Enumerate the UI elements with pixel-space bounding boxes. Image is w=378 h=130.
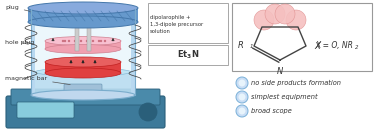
FancyBboxPatch shape <box>6 96 165 128</box>
Text: R: R <box>238 41 244 50</box>
Ellipse shape <box>28 16 138 28</box>
Text: plug: plug <box>5 5 30 11</box>
Circle shape <box>64 40 66 42</box>
Text: X: X <box>314 41 320 50</box>
Circle shape <box>86 40 88 42</box>
FancyBboxPatch shape <box>17 102 74 118</box>
Text: 2: 2 <box>355 44 358 50</box>
Circle shape <box>236 77 248 89</box>
Polygon shape <box>45 62 121 73</box>
Polygon shape <box>35 6 131 95</box>
Text: magnetic bar: magnetic bar <box>5 76 70 85</box>
Ellipse shape <box>45 68 121 78</box>
Polygon shape <box>45 41 121 49</box>
Text: simplest equipment: simplest equipment <box>251 94 318 100</box>
Circle shape <box>62 40 64 42</box>
Ellipse shape <box>45 37 121 45</box>
FancyBboxPatch shape <box>232 3 372 71</box>
Circle shape <box>98 40 100 42</box>
Polygon shape <box>31 6 35 95</box>
Ellipse shape <box>45 57 121 67</box>
Ellipse shape <box>31 90 135 100</box>
FancyBboxPatch shape <box>64 84 102 92</box>
Text: $\mathbf{Et_3N}$: $\mathbf{Et_3N}$ <box>177 49 199 61</box>
Circle shape <box>254 10 274 30</box>
Polygon shape <box>131 6 135 95</box>
Text: 1: 1 <box>250 44 254 49</box>
Text: X = O, NR: X = O, NR <box>315 41 353 50</box>
Ellipse shape <box>35 68 131 76</box>
Circle shape <box>239 80 245 86</box>
Ellipse shape <box>45 44 121 54</box>
Text: hole plug: hole plug <box>5 40 34 44</box>
Circle shape <box>139 103 157 121</box>
Circle shape <box>236 105 248 117</box>
Text: dipolarophile +
1,3-dipole precursor
solution: dipolarophile + 1,3-dipole precursor sol… <box>150 15 203 34</box>
Ellipse shape <box>28 2 138 14</box>
Circle shape <box>239 93 245 100</box>
FancyBboxPatch shape <box>11 89 160 105</box>
Circle shape <box>68 40 70 42</box>
Circle shape <box>239 108 245 115</box>
FancyBboxPatch shape <box>148 3 228 43</box>
Circle shape <box>80 40 82 42</box>
Circle shape <box>265 4 285 24</box>
Polygon shape <box>87 14 91 51</box>
Circle shape <box>236 91 248 103</box>
Text: N: N <box>277 67 283 76</box>
Polygon shape <box>28 8 138 22</box>
Circle shape <box>92 40 94 42</box>
Circle shape <box>74 40 76 42</box>
Polygon shape <box>75 14 79 51</box>
Circle shape <box>104 40 106 42</box>
Circle shape <box>286 10 306 30</box>
FancyBboxPatch shape <box>148 45 228 65</box>
Text: no side products formation: no side products formation <box>251 80 341 86</box>
Polygon shape <box>35 72 131 95</box>
Circle shape <box>100 40 102 42</box>
Circle shape <box>76 40 78 42</box>
Text: broad scope: broad scope <box>251 108 292 114</box>
Circle shape <box>275 4 295 24</box>
Circle shape <box>88 40 90 42</box>
